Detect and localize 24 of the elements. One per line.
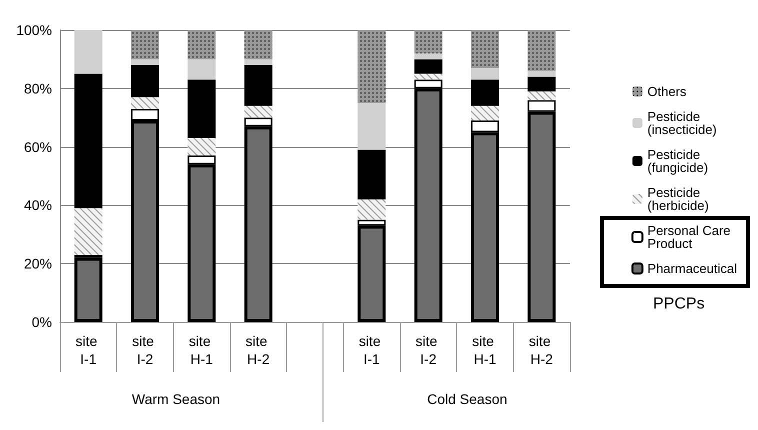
- x-tick-label: site H-1: [188, 333, 215, 367]
- y-tick-label: 0%: [32, 314, 52, 330]
- x-tick-label: site I-2: [415, 333, 442, 367]
- text: Warm Season: [132, 391, 220, 407]
- y-tick-label: 100%: [16, 22, 52, 38]
- legend-label: Pesticide (herbicide): [647, 185, 709, 213]
- x-tick-label: site H-2: [245, 333, 272, 367]
- x-tick-label: site H-1: [472, 333, 498, 367]
- y-tick-label: 80%: [24, 80, 52, 96]
- y-tick-label: 40%: [24, 197, 52, 214]
- legend-label: Pesticide (fungicide): [647, 147, 708, 175]
- text: PPCPs: [653, 296, 705, 312]
- bar: [74, 258, 102, 322]
- x-tick-label: site I-1: [358, 333, 385, 367]
- legend-label: Others: [647, 84, 687, 99]
- legend-label: Pharmaceutical: [647, 261, 738, 276]
- x-tick-label: site I-1: [75, 333, 102, 367]
- legend-label: Pesticide (insecticide): [647, 109, 717, 137]
- y-tick-label: 60%: [24, 138, 52, 155]
- y-tick-label: 20%: [24, 256, 52, 272]
- x-tick-label: site H-2: [528, 333, 555, 367]
- x-tick-label: site I-2: [132, 333, 158, 367]
- text: Cold Season: [427, 391, 508, 407]
- legend-label: Personal Care Product: [647, 223, 734, 251]
